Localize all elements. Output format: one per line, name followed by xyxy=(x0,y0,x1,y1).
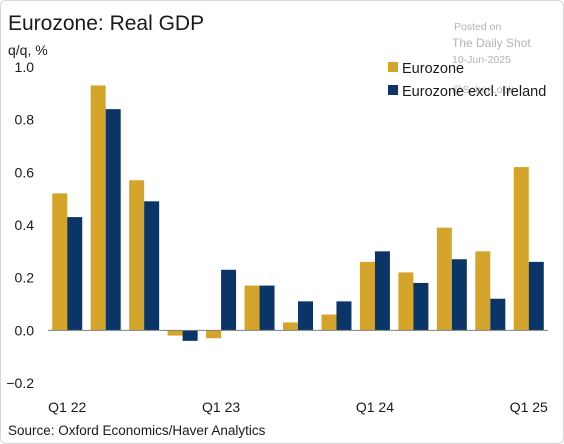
bar-eurozone xyxy=(52,193,68,331)
y-tick-label: 0.8 xyxy=(15,112,35,128)
legend-swatch-eurozone-excl-ireland xyxy=(388,85,398,95)
watermark: Posted on The Daily Shot 10-Jun-2025 @So… xyxy=(452,21,531,96)
bar-eurozone-excl-ireland xyxy=(298,301,313,331)
bar-eurozone-excl-ireland xyxy=(413,282,429,331)
bar-eurozone xyxy=(398,272,414,331)
bar-eurozone xyxy=(359,261,375,331)
bar-eurozone-excl-ireland xyxy=(67,217,83,331)
bar-eurozone-excl-ireland xyxy=(528,261,544,331)
bar-eurozone-excl-ireland xyxy=(221,269,237,331)
legend-label-eurozone: Eurozone xyxy=(402,61,464,77)
bar-eurozone-excl-ireland xyxy=(105,109,121,331)
x-tick-label: Q1 22 xyxy=(48,399,86,415)
y-tick-label: 0.0 xyxy=(15,322,35,338)
bar-eurozone xyxy=(283,322,298,331)
y-tick-label: 0.2 xyxy=(15,270,35,286)
bar-eurozone-excl-ireland xyxy=(451,259,467,331)
bar-eurozone xyxy=(513,167,529,331)
y-tick-label: 0.6 xyxy=(15,164,35,180)
y-axis: −0.2 0.0 0.2 0.4 0.6 0.8 1.0 xyxy=(6,59,34,391)
watermark-handle: @SoberLook xyxy=(452,84,514,96)
bar-eurozone-excl-ireland xyxy=(144,201,160,331)
legend-swatch-eurozone xyxy=(388,62,398,72)
y-axis-unit: q/q, % xyxy=(8,42,48,58)
bar-eurozone xyxy=(475,251,491,331)
bar-eurozone xyxy=(206,330,222,339)
source-note: Source: Oxford Economics/Haver Analytics xyxy=(8,423,266,438)
x-axis: Q1 22 Q1 23 Q1 24 Q1 25 xyxy=(48,399,548,415)
legend-label-eurozone-excl-ireland: Eurozone excl. Ireland xyxy=(402,84,546,100)
bar-eurozone xyxy=(321,314,337,331)
y-tick-label: 0.4 xyxy=(15,217,35,233)
bar-eurozone-excl-ireland xyxy=(259,285,275,331)
bar-eurozone xyxy=(436,227,452,331)
legend: Eurozone Eurozone excl. Ireland xyxy=(388,61,546,100)
x-tick-label: Q1 23 xyxy=(202,399,240,415)
bar-eurozone xyxy=(167,330,183,336)
x-tick-label: Q1 25 xyxy=(510,399,548,415)
x-tick-label: Q1 24 xyxy=(356,399,394,415)
bar-eurozone xyxy=(244,285,260,331)
bar-eurozone xyxy=(129,180,145,331)
chart-title: Eurozone: Real GDP xyxy=(8,12,204,35)
bar-eurozone xyxy=(90,85,106,331)
y-tick-label: 1.0 xyxy=(15,59,35,75)
bar-eurozone-excl-ireland xyxy=(182,330,198,341)
bars-group xyxy=(52,85,544,341)
bar-eurozone-excl-ireland xyxy=(336,301,352,331)
watermark-date: 10-Jun-2025 xyxy=(452,54,511,66)
bar-eurozone-excl-ireland xyxy=(374,251,390,331)
y-tick-label: −0.2 xyxy=(6,375,34,391)
watermark-posted: Posted on xyxy=(454,21,501,33)
watermark-site: The Daily Shot xyxy=(452,36,531,50)
bar-eurozone-excl-ireland xyxy=(490,298,506,331)
